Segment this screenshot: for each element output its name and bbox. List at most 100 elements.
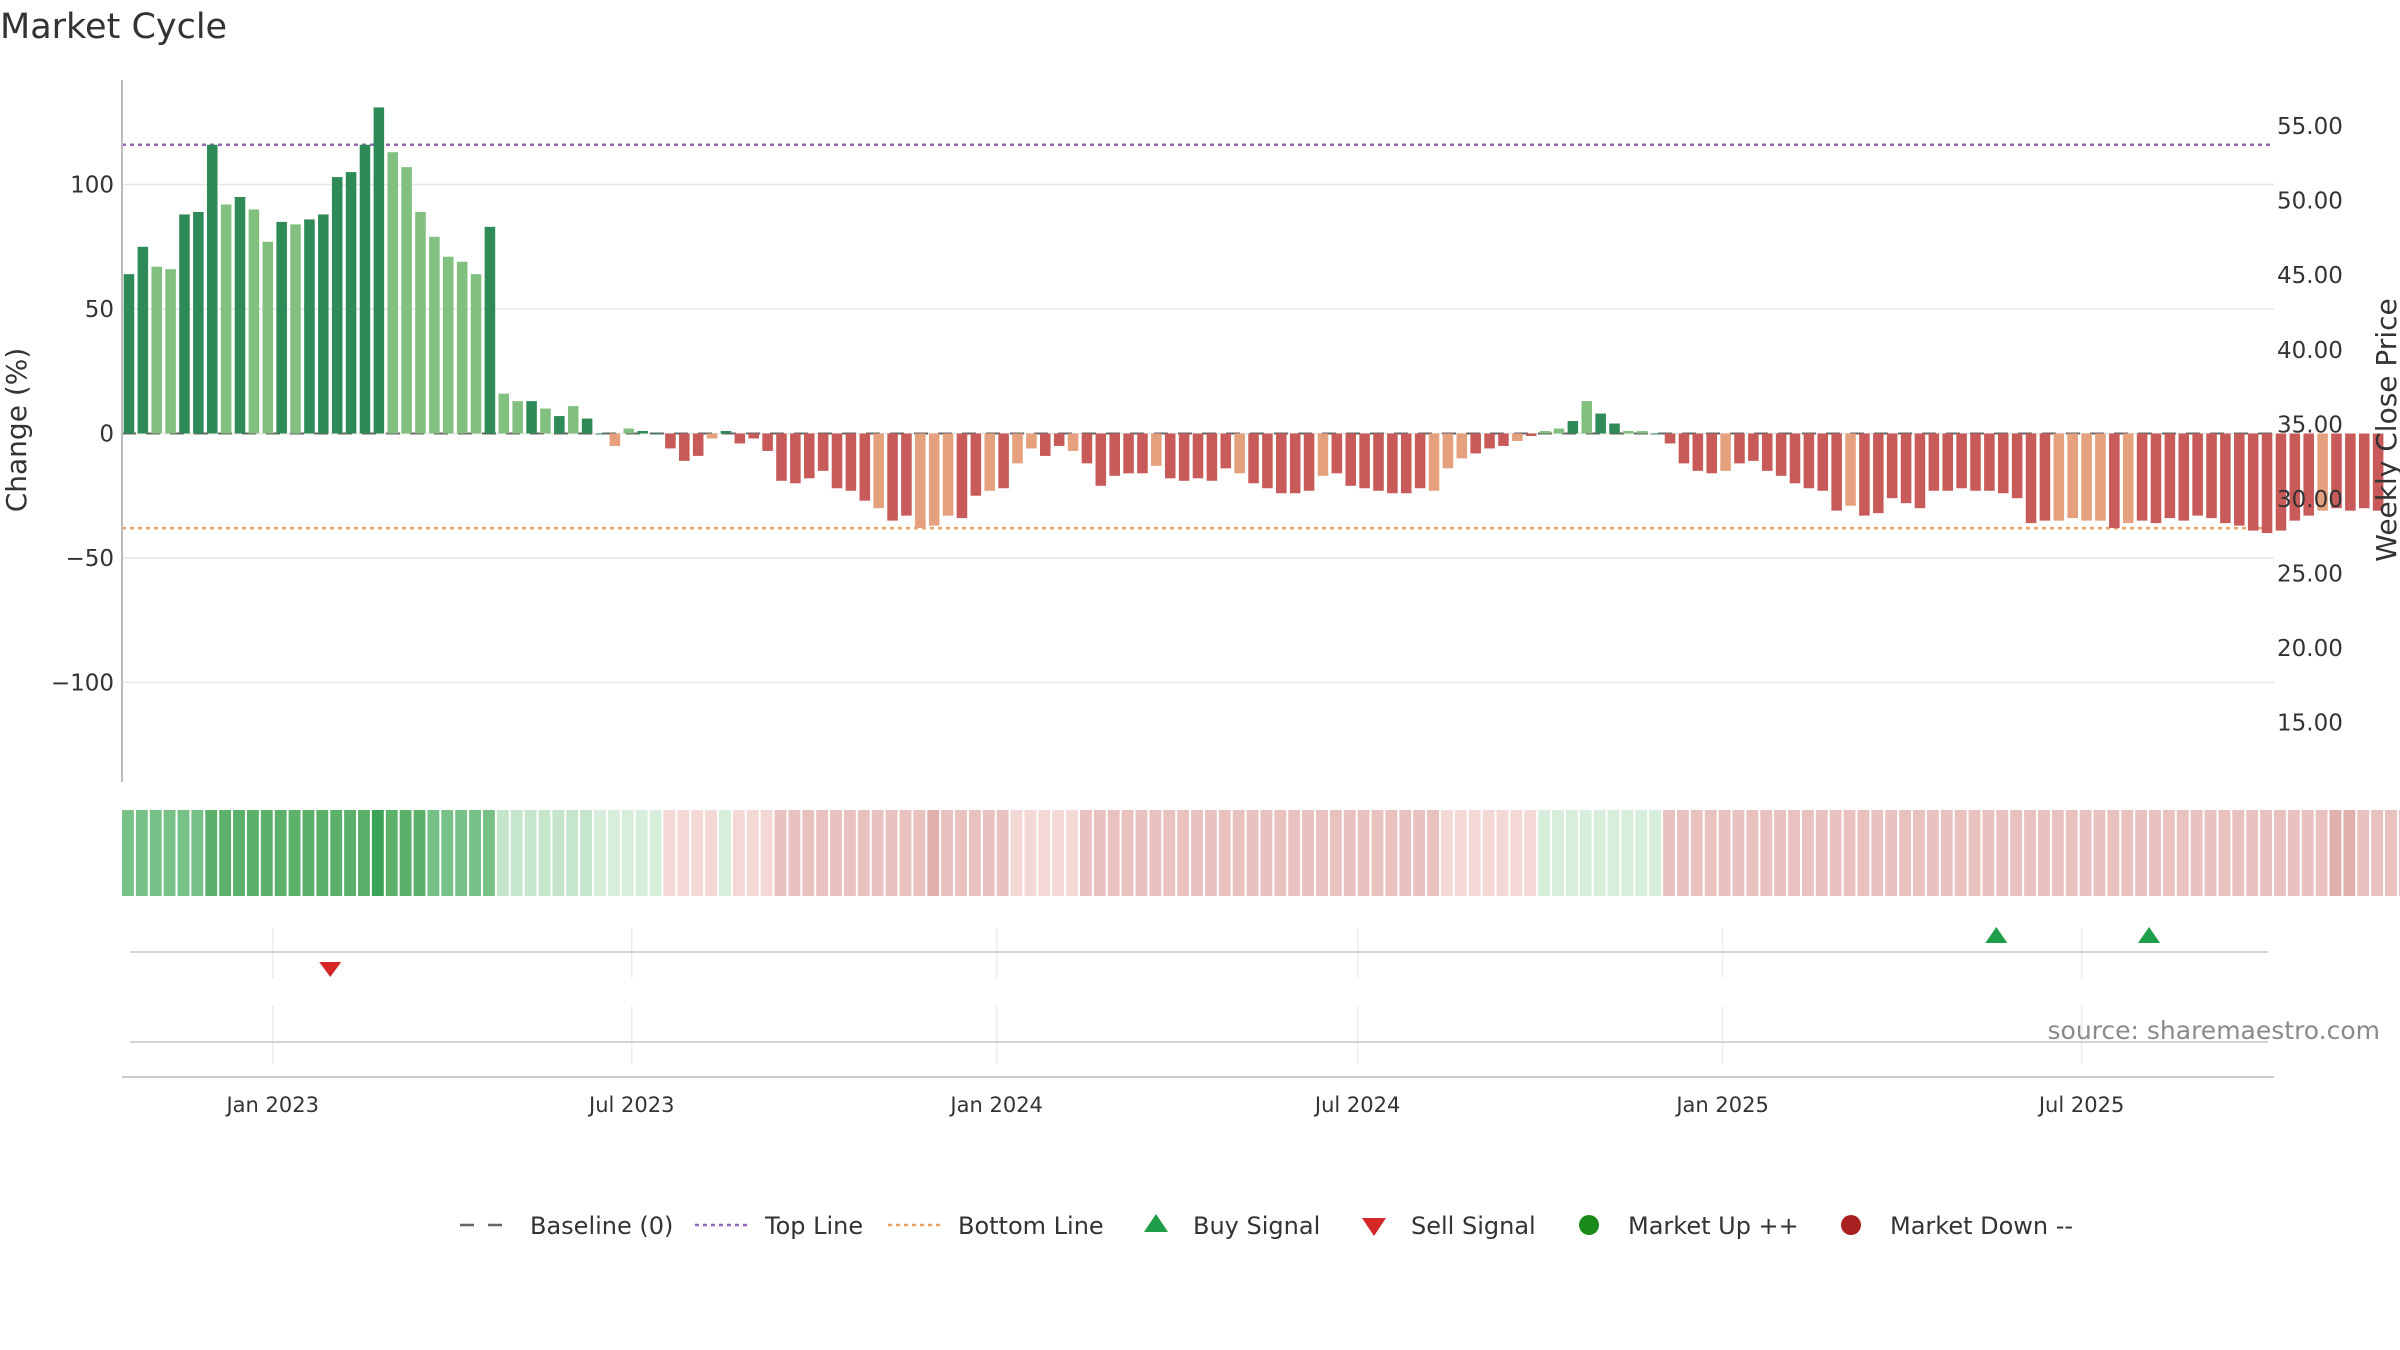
regime-cell bbox=[2274, 810, 2286, 896]
regime-cell bbox=[843, 810, 856, 896]
right-tick-label: 20.00 bbox=[2277, 636, 2343, 662]
change-bar bbox=[1373, 433, 1384, 491]
change-bar bbox=[2039, 433, 2051, 521]
regime-cell bbox=[1801, 810, 1814, 896]
legend-label: Market Up ++ bbox=[1628, 1212, 1799, 1240]
change-bar bbox=[276, 221, 287, 434]
regime-cell bbox=[1204, 810, 1217, 896]
regime-cell bbox=[1871, 810, 1884, 896]
regime-cell bbox=[274, 810, 287, 896]
regime-cell bbox=[788, 810, 801, 896]
change-bar bbox=[442, 256, 454, 434]
regime-cell bbox=[1843, 810, 1856, 896]
change-bar bbox=[1276, 433, 1287, 494]
change-bar bbox=[1609, 423, 1620, 434]
regime-cell bbox=[802, 810, 815, 896]
buy-signal-marker bbox=[1985, 927, 2008, 943]
regime-cell bbox=[2329, 810, 2342, 896]
change-bar bbox=[401, 167, 412, 434]
legend-swatch-sell bbox=[1362, 1218, 1386, 1236]
regime-cell bbox=[955, 810, 967, 896]
change-bar bbox=[734, 433, 746, 444]
regime-cell bbox=[2190, 810, 2203, 896]
change-bar bbox=[956, 433, 968, 519]
change-bar bbox=[165, 269, 176, 434]
regime-cell bbox=[1413, 810, 1426, 896]
regime-cell bbox=[1274, 810, 1287, 896]
regime-cell bbox=[1954, 810, 1967, 896]
change-bar bbox=[137, 246, 149, 434]
regime-cell bbox=[677, 810, 690, 896]
regime-cell bbox=[1788, 810, 1800, 896]
change-bar bbox=[2067, 433, 2078, 519]
x-tick-label: Jul 2025 bbox=[2037, 1093, 2124, 1117]
regime-cell bbox=[427, 810, 440, 896]
regime-cell bbox=[177, 810, 190, 896]
change-bar bbox=[984, 433, 996, 491]
change-bar bbox=[2122, 433, 2134, 524]
change-bar bbox=[651, 433, 662, 435]
regime-cell bbox=[899, 810, 912, 896]
change-bar bbox=[1053, 433, 1065, 446]
change-bar bbox=[2095, 433, 2106, 521]
change-bar bbox=[1539, 431, 1551, 434]
regime-cell bbox=[316, 810, 329, 896]
change-bar bbox=[2164, 433, 2176, 519]
change-bar bbox=[1928, 433, 1940, 491]
legend-item: Top Line bbox=[695, 1212, 863, 1240]
regime-cell bbox=[1302, 810, 1315, 896]
regime-cell bbox=[2246, 810, 2259, 896]
regime-cell bbox=[760, 810, 773, 896]
regime-cell bbox=[1468, 810, 1481, 896]
change-bar bbox=[776, 433, 787, 481]
change-bar bbox=[1859, 433, 1870, 516]
change-bar bbox=[1581, 401, 1593, 434]
left-tick-label: −100 bbox=[51, 670, 114, 696]
regime-cell bbox=[1454, 810, 1467, 896]
change-bar bbox=[817, 433, 829, 471]
regime-cell bbox=[2121, 810, 2134, 896]
change-bar bbox=[151, 266, 162, 434]
regime-cell bbox=[2037, 810, 2050, 896]
change-bar bbox=[1442, 433, 1454, 469]
change-bar bbox=[1248, 433, 1259, 484]
left-tick-label: 0 bbox=[99, 421, 114, 447]
change-bar bbox=[928, 433, 940, 526]
legend-swatch-dot bbox=[1841, 1215, 1861, 1235]
change-bar bbox=[456, 261, 468, 434]
change-bar bbox=[1498, 433, 1509, 446]
regime-cell bbox=[607, 810, 620, 896]
change-bar bbox=[345, 172, 357, 434]
change-bar bbox=[998, 433, 1009, 489]
regime-cell bbox=[982, 810, 995, 896]
regime-cell bbox=[830, 810, 842, 896]
source-credit: source: sharemaestro.com bbox=[2048, 1016, 2381, 1045]
buy-signal-marker bbox=[2138, 927, 2161, 943]
regime-cell bbox=[441, 810, 454, 896]
change-bar bbox=[609, 433, 621, 446]
change-bar bbox=[887, 433, 898, 521]
regime-cell bbox=[1663, 810, 1675, 896]
change-bar bbox=[1637, 431, 1648, 434]
change-bar bbox=[873, 433, 884, 509]
regime-cell bbox=[2065, 810, 2078, 896]
legend-label: Top Line bbox=[764, 1212, 863, 1240]
change-bar bbox=[234, 197, 246, 434]
change-bar bbox=[1623, 431, 1634, 434]
regime-cell bbox=[996, 810, 1009, 896]
regime-cell bbox=[1232, 810, 1245, 896]
regime-cell bbox=[1149, 810, 1162, 896]
change-bar bbox=[2025, 433, 2037, 524]
change-bar bbox=[1525, 433, 1537, 436]
regime-cell bbox=[1621, 810, 1634, 896]
x-tick-label: Jan 2024 bbox=[948, 1093, 1043, 1117]
regime-cell bbox=[1968, 810, 1981, 896]
regime-cell bbox=[1579, 810, 1592, 896]
change-bar bbox=[2345, 433, 2356, 511]
regime-cell bbox=[135, 810, 148, 896]
right-tick-label: 35.00 bbox=[2277, 412, 2343, 438]
regime-cell bbox=[705, 810, 718, 896]
change-bar bbox=[2358, 433, 2370, 509]
regime-cell bbox=[496, 810, 509, 896]
change-bar bbox=[2011, 433, 2023, 499]
